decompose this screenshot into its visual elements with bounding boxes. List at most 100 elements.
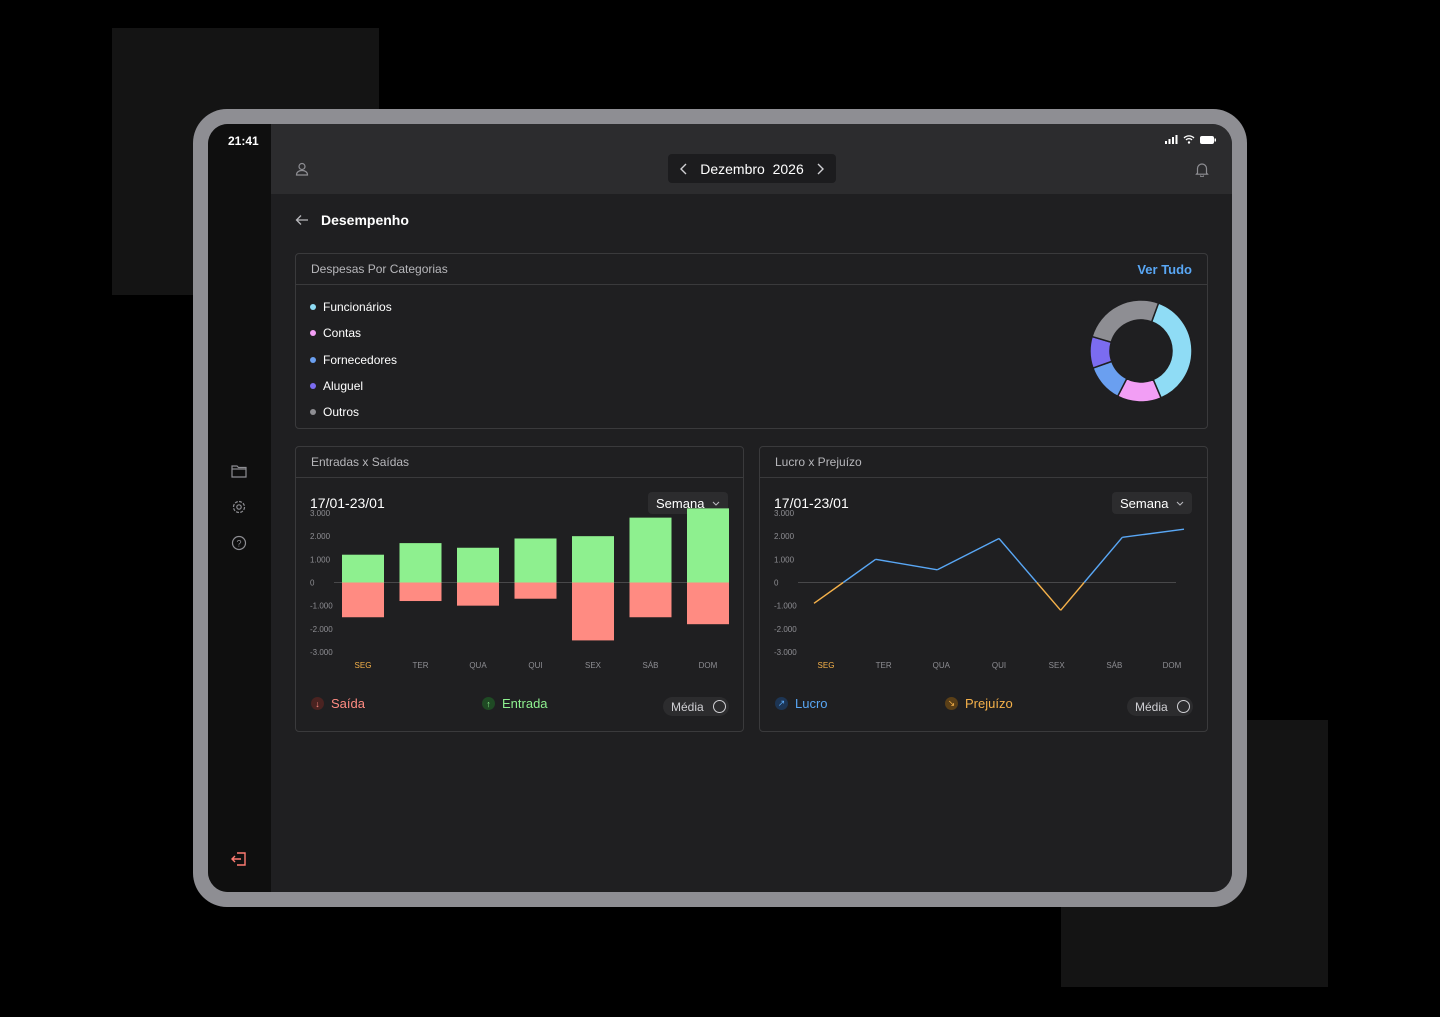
card-title: Entradas x Saídas: [311, 455, 410, 469]
legend-lucro: ↗ Lucro: [775, 696, 828, 711]
x-tick-label: SÁB: [1106, 661, 1122, 670]
main-content: Desempenho Despesas Por Categorias Ver T…: [271, 194, 1232, 892]
legend-dot: [310, 356, 316, 363]
toggle-knob: [713, 700, 726, 713]
bar-entrada: [629, 517, 672, 583]
user-icon[interactable]: [293, 160, 311, 178]
month-name: Dezembro: [700, 160, 765, 177]
help-icon[interactable]: ?: [230, 534, 248, 552]
bar-saida: [342, 582, 384, 618]
legend-item: Funcionários: [310, 294, 397, 320]
bar-entrada: [342, 554, 384, 583]
x-tick-label: SEX: [1049, 661, 1066, 670]
legend-item: Contas: [310, 320, 397, 346]
card-title: Despesas Por Categorias: [311, 262, 448, 276]
x-tick-label: QUI: [528, 661, 542, 670]
bar-entrada: [457, 547, 499, 583]
page-title: Desempenho: [321, 212, 409, 228]
legend-label: Contas: [323, 326, 362, 341]
y-tick-label: 2.000: [310, 532, 331, 541]
wifi-icon: [1183, 135, 1195, 144]
y-tick-label: 3.000: [774, 509, 795, 518]
donut-slice: [1091, 299, 1160, 344]
legend-label: Prejuízo: [965, 696, 1013, 711]
logout-icon[interactable]: [230, 850, 248, 868]
folder-icon[interactable]: [230, 462, 248, 480]
donut-chart: [1089, 299, 1193, 403]
legend-label: Aluguel: [323, 379, 364, 394]
bar-chart: 3.000 2.000 1.000 0 -1.000 -2.000 -3.000 SEG TER…: [310, 508, 729, 670]
arrow-down-icon: ↓: [311, 697, 324, 710]
ver-tudo-link[interactable]: Ver Tudo: [1137, 261, 1192, 277]
y-tick-label: 1.000: [310, 555, 331, 564]
bar-saida: [514, 582, 557, 599]
bar-entrada: [572, 536, 614, 583]
chevron-left-icon[interactable]: [680, 163, 688, 175]
sidebar: 21:41 ?: [208, 124, 271, 892]
bar-saida: [457, 582, 499, 606]
y-tick-label: -2.000: [774, 625, 797, 634]
chevron-down-icon: [712, 501, 720, 506]
legend-entrada: ↑ Entrada: [482, 696, 548, 711]
x-tick-label: SEG: [355, 661, 372, 670]
year: 2026: [772, 160, 804, 177]
legend-label: Fornecedores: [323, 352, 398, 367]
date-range: 17/01-23/01: [310, 495, 385, 511]
screen: 21:41 ? De: [208, 124, 1232, 892]
entradas-saidas-card: Entradas x Saídas 17/01-23/01 Semana 3.0…: [295, 446, 744, 732]
line-segment: [875, 558, 938, 571]
y-tick-label: -1.000: [774, 602, 797, 611]
legend-item: Fornecedores: [310, 347, 397, 373]
back-arrow-icon[interactable]: [295, 214, 309, 226]
battery-icon: [1200, 135, 1216, 144]
bar-saida: [572, 582, 614, 641]
legend-label: Entrada: [502, 696, 548, 711]
bar-entrada: [687, 508, 729, 583]
legend-label: Lucro: [795, 696, 828, 711]
chevron-right-icon[interactable]: [816, 163, 824, 175]
category-legend: Funcionários Contas Fornecedores Aluguel Out…: [310, 294, 397, 425]
line-segment: [813, 581, 844, 604]
tablet-frame: 21:41 ? De: [193, 109, 1247, 907]
period-value: Semana: [656, 495, 705, 511]
donut-slice: [1150, 302, 1193, 399]
gear-icon[interactable]: [230, 498, 248, 516]
bar-saida: [399, 582, 442, 602]
bar-entrada: [399, 543, 442, 583]
line-segment: [1122, 528, 1185, 539]
month-selector: Dezembro 2026: [668, 154, 836, 183]
x-tick-label: TER: [876, 661, 892, 670]
line-segment: [937, 537, 1000, 571]
y-tick-label: -1.000: [310, 602, 333, 611]
y-tick-label: 1.000: [774, 555, 795, 564]
legend-dot: [310, 304, 316, 311]
media-label: Média: [1135, 699, 1168, 714]
line-segment: [1036, 582, 1062, 611]
line-segment: [1060, 582, 1085, 611]
x-tick-label: DOM: [699, 661, 718, 670]
svg-text:?: ?: [236, 539, 241, 549]
top-bar: Dezembro 2026: [271, 124, 1232, 194]
bar-saida: [629, 582, 672, 618]
period-select[interactable]: Semana: [1112, 492, 1192, 514]
media-toggle[interactable]: Média: [663, 697, 729, 716]
page-header: Desempenho: [295, 212, 409, 228]
legend-item: Outros: [310, 399, 397, 425]
trend-up-icon: ↗: [775, 697, 788, 710]
legend-saida: ↓ Saída: [311, 696, 365, 711]
status-icons: [1165, 135, 1216, 144]
y-tick-label: -3.000: [310, 648, 333, 657]
bar-saida: [687, 582, 729, 625]
status-time: 21:41: [228, 134, 259, 148]
lucro-prejuizo-card: Lucro x Prejuízo 17/01-23/01 Semana 3.00…: [759, 446, 1208, 732]
x-tick-label: QUI: [992, 661, 1006, 670]
bell-icon[interactable]: [1193, 160, 1211, 178]
chevron-down-icon: [1176, 501, 1184, 506]
x-tick-label: DOM: [1163, 661, 1182, 670]
x-tick-label: QUA: [933, 661, 951, 670]
y-tick-label: 0: [310, 579, 315, 588]
media-toggle[interactable]: Média: [1127, 697, 1193, 716]
legend-dot: [310, 330, 316, 337]
line-chart: 3.000 2.000 1.000 0 -1.000 -2.000 -3.000 SEG TER…: [774, 509, 1185, 670]
x-tick-label: SEX: [585, 661, 602, 670]
